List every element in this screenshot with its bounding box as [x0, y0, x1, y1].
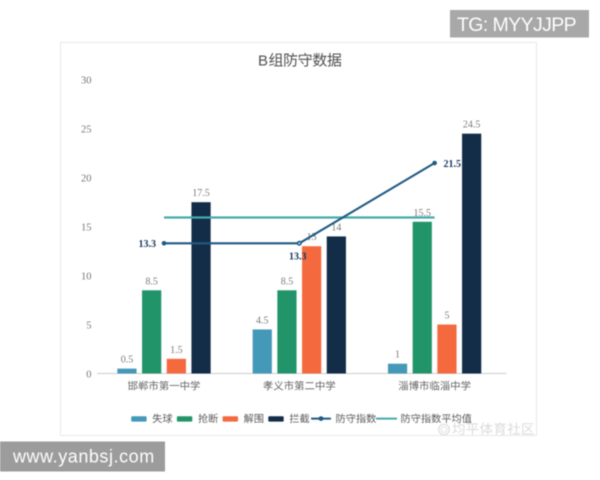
- svg-text:15: 15: [81, 222, 92, 233]
- svg-text:4.5: 4.5: [256, 315, 269, 326]
- svg-text:0.5: 0.5: [121, 355, 134, 366]
- svg-text:TG: MYYJJPP: TG: MYYJJPP: [457, 14, 576, 36]
- svg-text:25: 25: [81, 125, 92, 136]
- svg-text:14: 14: [331, 222, 341, 233]
- svg-text:20: 20: [81, 174, 92, 185]
- svg-text:13.3: 13.3: [289, 251, 307, 262]
- svg-text:8.5: 8.5: [281, 276, 294, 287]
- svg-text:15.5: 15.5: [414, 208, 432, 219]
- svg-text:1.5: 1.5: [170, 345, 183, 356]
- svg-text:10: 10: [81, 271, 92, 282]
- svg-text:B: B: [258, 53, 268, 70]
- svg-text:24.5: 24.5: [463, 120, 481, 131]
- svg-text:www.yanbsj.com: www.yanbsj.com: [12, 446, 155, 466]
- svg-text:17.5: 17.5: [192, 188, 210, 199]
- svg-text:1: 1: [395, 350, 400, 361]
- svg-text:21.5: 21.5: [444, 159, 462, 170]
- svg-text:13: 13: [307, 232, 317, 243]
- svg-text:0: 0: [86, 369, 91, 380]
- svg-text:5: 5: [444, 311, 449, 322]
- svg-text:13.3: 13.3: [139, 239, 157, 250]
- svg-text:8.5: 8.5: [145, 276, 158, 287]
- svg-text:5: 5: [86, 320, 91, 331]
- svg-text:30: 30: [81, 76, 92, 87]
